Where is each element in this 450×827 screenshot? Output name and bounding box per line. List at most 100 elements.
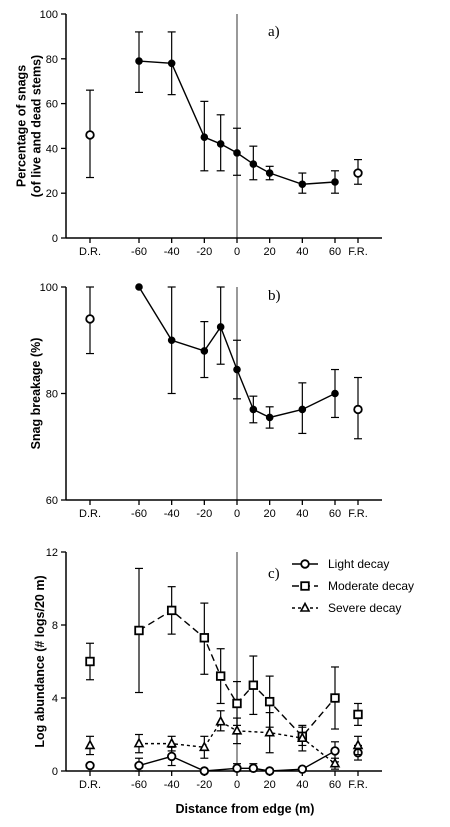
panel-c-y-tick-label: 12 [46, 547, 58, 559]
panel-a-x-tick-label: 40 [296, 246, 308, 258]
panel-c-series-moderate-decay-point [134, 625, 144, 636]
panel-c-series-light-decay-point [264, 766, 275, 776]
panel-c-series-moderate-decay-ref-point-f-r [353, 709, 363, 720]
panel-a-x-tick-label: 20 [264, 246, 276, 258]
panel-a-x-tick-label: 60 [329, 246, 341, 258]
panel-a-y-tick-label: 0 [52, 233, 58, 245]
panel-a-series-0-point [331, 178, 339, 186]
panel-c-x-tick-label: 40 [296, 779, 308, 791]
panel-b-series-0-point [331, 389, 339, 398]
panel-b-tag: b) [268, 288, 281, 304]
panel-b-series-0-point [233, 365, 241, 374]
panel-c-y-tick-label: 8 [52, 620, 58, 632]
panel-b-x-tick-label: D.R. [79, 508, 101, 520]
panel-c-series-severe-decay-line [139, 720, 336, 765]
panel-a-series-0-point [249, 160, 258, 168]
panel-c-series-moderate-decay-point [215, 671, 226, 681]
panel-b-series-0-ref-point-f-r [353, 404, 363, 415]
panel-a-x-tick-label: D.R. [79, 246, 101, 258]
panel-a-series-0-ref-point-f-r [353, 168, 363, 178]
panel-a-series-0-ref-point-d-r [85, 130, 95, 140]
panel-b-series-0-ref-point-d-r [85, 314, 95, 324]
panel-b-y-tick-label: 100 [40, 282, 58, 294]
panel-c-x-tick-label: 0 [234, 779, 240, 791]
panel-a-y-tick-label: 100 [40, 9, 58, 21]
panel-c-x-tick-label: -20 [196, 779, 212, 791]
panel-c-x-tick-label: 20 [264, 779, 276, 791]
panel-c-series-moderate-decay-point [232, 698, 242, 709]
panel-c-series-light-decay-point [134, 760, 144, 771]
panel-c-series-severe-decay-point [329, 757, 341, 768]
legend-label-light-decay: Light decay [328, 557, 389, 571]
panel-a-series-0-point [167, 59, 176, 68]
panel-c-series-severe-decay-point [296, 731, 308, 742]
panel-c-series-moderate-decay-point [264, 696, 275, 707]
panel-a-series-0-point [265, 169, 274, 177]
panel-b-x-tick-label: 20 [264, 508, 276, 520]
panel-a-x-tick-label: -40 [164, 246, 180, 258]
panel-c-series-moderate-decay-point [199, 633, 210, 643]
panel-c-tag: c) [268, 566, 280, 582]
panel-b-series-0-point [216, 323, 225, 331]
panel-a-chart: 0 20 40 60 80 100 D.R. -60 -40 -20 0 20 40 60 F.R. Perc… [15, 9, 382, 258]
panel-c-series-light-decay-point [330, 746, 340, 756]
panel-b-x-tick-label: 40 [296, 508, 308, 520]
legend-marker-light-decay [300, 559, 310, 569]
legend-label-moderate-decay: Moderate decay [328, 579, 414, 593]
panel-c-y-axis-label: Log abundance (# logs/20 m) [33, 575, 47, 747]
x-axis-title: Distance from edge (m) [176, 802, 315, 816]
legend-marker-moderate-decay [300, 581, 310, 591]
panel-a-series-0-point [135, 57, 143, 65]
panel-c-series-moderate-decay-ref-point-d-r [85, 656, 95, 667]
panel-c-series-severe-decay-point [133, 737, 145, 748]
panel-a-y-axis-label: (of live and dead stems) [30, 55, 44, 197]
panel-c-series-light-decay-point [232, 763, 242, 773]
panel-c-series-severe-decay-point [231, 724, 243, 735]
panel-a-x-tick-label: F.R. [348, 246, 368, 258]
panel-c-x-tick-label: -60 [131, 779, 147, 791]
panel-c-series-severe-decay-point [166, 737, 178, 748]
panel-a-y-tick-label: 20 [46, 188, 58, 200]
panel-b-x-tick-label: 60 [329, 508, 341, 520]
panel-a-series-0-point [216, 140, 225, 148]
panel-a-y-tick-label: 40 [46, 143, 58, 155]
panel-c-series-moderate-decay-point [166, 605, 177, 616]
legend-label-severe-decay: Severe decay [328, 601, 401, 615]
panel-a-y-axis-label: Percentage of snags [15, 65, 29, 187]
panel-c-series-severe-decay-point [264, 726, 275, 737]
panel-c-x-tick-label: 60 [329, 779, 341, 791]
panel-a-y-tick-label: 80 [46, 54, 58, 66]
panel-c-series-severe-decay-point [215, 715, 227, 726]
panel-b-y-tick-label: 80 [46, 389, 58, 401]
panel-c-series-light-decay-point [166, 751, 177, 762]
panel-a-series-0-point [200, 133, 209, 141]
panel-b-x-tick-label: -40 [164, 508, 180, 520]
panel-b-series-0-point [135, 283, 143, 291]
panel-b-series-0-point [200, 347, 209, 355]
panel-b-x-tick-label: -20 [196, 508, 212, 520]
panel-c-series-severe-decay-ref-point-d-r [84, 739, 96, 750]
panel-a-series-0-point [233, 149, 241, 157]
panel-c-series-severe-decay-ref-point-f-r [352, 739, 364, 750]
panel-a-x-tick-label: -20 [196, 246, 212, 258]
panel-c-series-moderate-decay-point [248, 680, 259, 690]
panel-c-x-tick-label: D.R. [79, 779, 101, 791]
legend-marker-severe-decay [299, 601, 311, 612]
panel-c-series-severe-decay-point [199, 741, 210, 752]
panel-c-chart: 0 4 8 12 D.R. -60 -40 -20 0 20 40 60 F.R. Log abundan… [33, 547, 414, 791]
panel-a-y-tick-label: 60 [46, 99, 58, 111]
panel-b-series-0-point [167, 336, 176, 345]
panel-a-x-tick-label: 0 [234, 246, 240, 258]
panel-c-series-light-decay-point [199, 766, 210, 776]
panel-a-x-tick-label: -60 [131, 246, 147, 258]
panel-c-x-tick-label: F.R. [348, 779, 368, 791]
panel-c-y-tick-label: 4 [52, 693, 58, 705]
panel-b-x-tick-label: F.R. [348, 508, 368, 520]
panel-c-series-light-decay-ref-point-d-r [85, 760, 95, 771]
panel-b-chart: 60 80 100 D.R. -60 -40 -20 0 20 40 60 F.R. Snag brea… [29, 282, 382, 520]
panel-b-x-tick-label: 0 [234, 508, 240, 520]
panel-c-series-light-decay-point [297, 764, 308, 774]
panel-b-series-0-point [265, 413, 274, 422]
panel-b-series-0-point [249, 405, 258, 414]
